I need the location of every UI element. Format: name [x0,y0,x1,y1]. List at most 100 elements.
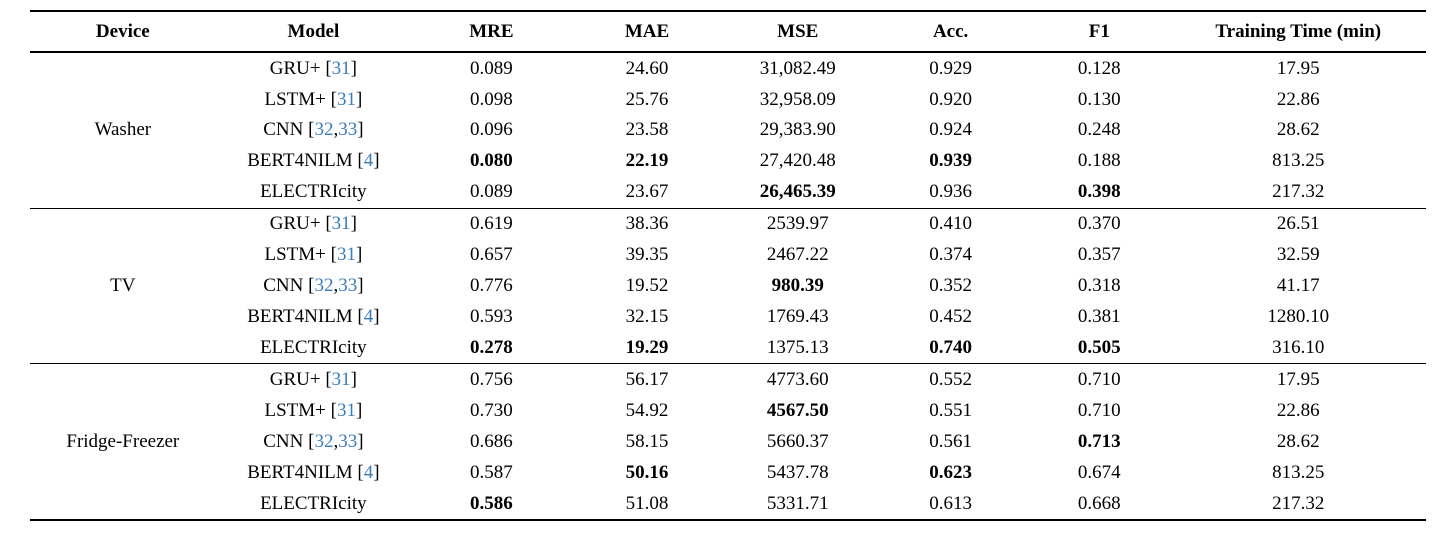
model-label: BERT4NILM [ [247,461,364,483]
metric-cell: 26,465.39 [759,181,836,203]
metric-cell: 0.668 [1077,492,1121,514]
metric-cell: 58.15 [625,430,669,452]
header-f1: F1 [1088,21,1110,42]
metric-cell: 0.374 [929,244,972,266]
table-row: TV GRU+ [31] 0.619 38.36 2539.97 0.410 0.370 26… [30,208,1426,296]
table-row: ELECTRIcity 0.278 19.29 1375.13 0.740 0.505 31… [30,332,1426,363]
metric-cell: 0.586 [469,492,513,514]
metric-cell: 19.29 [625,337,669,359]
header-training-time: Training Time (min) [1215,21,1382,42]
metric-cell: 0.370 [1077,213,1121,235]
citation-link[interactable]: 31 [331,57,351,79]
metric-cell: 0.686 [469,430,513,452]
metric-cell: 17.95 [1276,57,1320,79]
metric-cell: 4567.50 [766,399,829,421]
citation-link[interactable]: 31 [331,368,351,390]
model-label: BERT4NILM [ [247,306,364,328]
citation-link[interactable]: 33 [338,275,358,297]
metric-cell: 0.929 [929,57,972,79]
citation-link[interactable]: 31 [331,213,351,235]
metric-cell: 0.410 [929,213,972,235]
metric-cell: 0.920 [929,88,972,110]
model-cell: BERT4NILM [4] [216,302,411,333]
model-label: ] [355,244,363,266]
metric-cell: 32,958.09 [759,88,836,110]
model-label: GRU+ [ [269,368,332,390]
device-cell: TV [110,275,136,297]
metric-cell: 0.089 [469,57,513,79]
citation-link[interactable]: 32 [314,430,334,452]
metric-cell: 217.32 [1272,181,1325,203]
citation-link[interactable]: 33 [338,430,358,452]
metric-cell: 0.357 [1077,244,1121,266]
metric-cell: 0.318 [1077,275,1121,297]
table-row: BERT4NILM [4] 0.080 22.19 27,420.48 0.939 0.1… [30,146,1426,177]
metric-cell: 51.08 [625,492,669,514]
model-label: CNN [ [263,275,315,297]
citation-link[interactable]: 33 [338,119,358,141]
citation-link[interactable]: 4 [363,150,374,172]
metric-cell: 0.713 [1077,430,1121,452]
citation-link[interactable]: 32 [314,275,334,297]
metric-cell: 32.15 [625,306,669,328]
model-cell: CNN [32,33] [216,115,411,146]
table-header: Device Model MRE MAE MSE Acc. F1 Trainin… [30,11,1426,52]
citation-link[interactable]: 31 [336,399,356,421]
model-cell: CNN [32,33] [216,271,411,302]
metric-cell: 1375.13 [766,337,829,359]
header-mse: MSE [777,21,819,42]
table-row: ELECTRIcity 0.586 51.08 5331.71 0.613 0.668 21… [30,488,1426,520]
citation-link[interactable]: 4 [363,461,374,483]
citation-link[interactable]: 31 [336,88,356,110]
metric-cell: 0.352 [929,275,972,297]
metric-cell: 38.36 [625,213,669,235]
model-label: CNN [ [263,430,315,452]
device-group-fridge-freezer: Fridge-Freezer GRU+ [31] 0.756 56.17 4773.60… [30,363,1426,520]
citation-link[interactable]: 4 [363,306,374,328]
model-cell: LSTM+ [31] [216,240,411,271]
metric-cell: 23.67 [625,181,669,203]
device-group-washer: Washer GRU+ [31] 0.089 24.60 31,082.49 0.929 0… [30,52,1426,208]
metric-cell: 31,082.49 [759,57,836,79]
metric-cell: 28.62 [1276,119,1320,141]
model-label: ] [357,430,364,452]
metric-cell: 24.60 [625,57,669,79]
metric-cell: 0.278 [469,337,513,359]
metric-cell: 26.51 [1276,213,1320,235]
model-cell: LSTM+ [31] [216,84,411,115]
metric-cell: 0.619 [469,213,513,235]
metric-cell: 22.86 [1276,88,1320,110]
metric-cell: 56.17 [625,368,669,390]
citation-link[interactable]: 32 [314,119,334,141]
header-mre: MRE [469,21,514,42]
metric-cell: 50.16 [625,461,669,483]
metric-cell: 2467.22 [766,244,829,266]
model-cell: LSTM+ [31] [216,395,411,426]
metric-cell: 39.35 [625,244,669,266]
model-label: ELECTRIcity [260,181,367,203]
metric-cell: 217.32 [1272,492,1325,514]
table-row: Washer GRU+ [31] 0.089 24.60 31,082.49 0.929 0… [30,52,1426,141]
model-label: ] [355,399,363,421]
metric-cell: 0.552 [929,368,972,390]
model-cell: GRU+ [31] [216,364,411,395]
metric-cell: 28.62 [1276,430,1320,452]
metric-cell: 0.188 [1077,150,1121,172]
model-cell: GRU+ [31] [216,208,411,239]
model-label: , [333,275,339,297]
metric-cell: 0.613 [929,492,972,514]
metric-cell: 0.924 [929,119,972,141]
header-device: Device [95,21,150,42]
device-cell: Fridge-Freezer [66,430,180,452]
model-label: ELECTRIcity [260,492,367,514]
citation-link[interactable]: 31 [336,244,356,266]
metric-cell: 29,383.90 [759,119,836,141]
metric-cell: 813.25 [1272,461,1325,483]
metric-cell: 0.080 [469,150,513,172]
table-row: CNN [32,33] 0.686 58.15 5660.37 0.561 0.713 28… [30,426,1426,457]
metric-cell: 0.756 [469,368,513,390]
metric-cell: 41.17 [1276,275,1320,297]
metric-cell: 0.381 [1077,306,1121,328]
metric-cell: 23.58 [625,119,669,141]
metric-cell: 0.730 [469,399,513,421]
